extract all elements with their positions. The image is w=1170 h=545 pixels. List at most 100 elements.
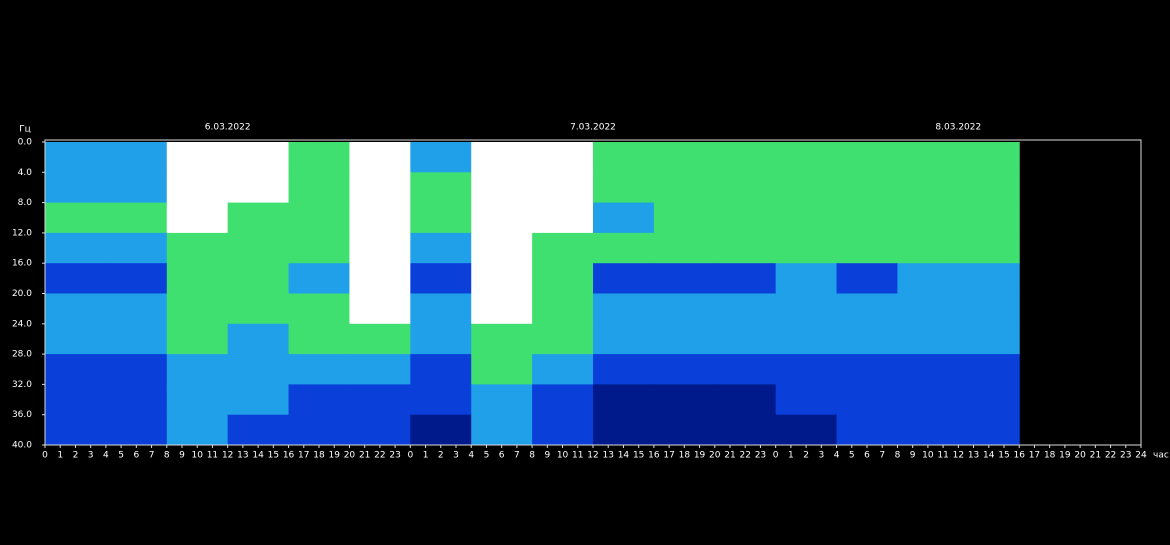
heat-cell [105, 293, 168, 325]
heat-cell [958, 354, 1020, 385]
heat-cell [45, 263, 107, 294]
heat-cell [897, 293, 959, 325]
x-tick-label: 7 [879, 451, 885, 461]
x-tick-label: 16 [1013, 451, 1025, 461]
x-tick-label: 4 [834, 451, 840, 461]
heat-cell [593, 202, 655, 234]
heat-cell [288, 232, 350, 264]
y-axis-label: Гц [19, 125, 31, 135]
y-tick-label: 20.0 [12, 289, 32, 299]
heat-cell [471, 384, 533, 416]
heat-cell [410, 293, 472, 325]
heat-cell [836, 142, 898, 173]
heat-cell [836, 232, 898, 264]
heat-cell [349, 142, 411, 173]
heat-cell [532, 414, 594, 446]
heat-cell [288, 142, 350, 173]
heat-cell [775, 232, 838, 264]
x-tick-label: 14 [618, 451, 630, 461]
heat-cell [288, 263, 350, 294]
heat-cell [349, 172, 411, 204]
x-tick-label: 0 [773, 451, 779, 461]
x-tick-label: 11 [572, 451, 583, 461]
heat-cell [958, 263, 1020, 294]
x-tick-label: 1 [423, 451, 429, 461]
heat-cell [166, 172, 229, 204]
x-tick-label: 6 [499, 451, 505, 461]
heat-cell [227, 202, 290, 234]
x-tick-label: 23 [1120, 451, 1131, 461]
heat-cell [410, 384, 472, 416]
heat-cell [227, 263, 290, 294]
x-tick-label: 23 [755, 451, 766, 461]
heat-cell [714, 202, 777, 234]
x-tick-label: 14 [252, 451, 264, 461]
heat-cell [532, 323, 594, 355]
y-tick-label: 12.0 [12, 228, 32, 238]
x-tick-label: 4 [468, 451, 474, 461]
y-tick-label: 24.0 [12, 319, 32, 329]
heat-cell [958, 414, 1020, 446]
heat-cell [653, 384, 716, 416]
heat-cell [227, 414, 290, 446]
x-tick-label: 3 [88, 451, 94, 461]
x-tick-label: 5 [118, 451, 124, 461]
y-tick-label: 28.0 [12, 350, 32, 360]
heat-cell [471, 323, 533, 355]
heat-cell [349, 323, 411, 355]
heat-cell [897, 384, 959, 416]
x-tick-label: 10 [557, 451, 569, 461]
x-tick-label: 12 [953, 451, 964, 461]
heat-cell [166, 354, 229, 385]
heat-cell [593, 172, 655, 204]
x-tick-label: 15 [633, 451, 644, 461]
heat-cell [775, 384, 838, 416]
x-axis-label: час [1153, 451, 1169, 461]
x-tick-label: 0 [42, 451, 48, 461]
heat-cell [714, 293, 777, 325]
heat-cell [775, 323, 838, 355]
heat-cell [410, 414, 472, 446]
heat-cell [288, 384, 350, 416]
heat-cell [349, 414, 411, 446]
heat-cell [410, 232, 472, 264]
heat-cell [836, 202, 898, 234]
x-tick-label: 2 [73, 451, 79, 461]
heat-cell [714, 323, 777, 355]
heat-cell [775, 293, 838, 325]
heat-cell [471, 354, 533, 385]
heat-cell [775, 202, 838, 234]
x-tick-label: 9 [910, 451, 916, 461]
x-tick-label: 21 [1090, 451, 1101, 461]
x-tick-label: 12 [587, 451, 598, 461]
x-tick-label: 16 [283, 451, 295, 461]
heat-cell [593, 142, 655, 173]
heat-cell [775, 414, 838, 446]
x-tick-label: 4 [103, 451, 109, 461]
heat-cell [166, 323, 229, 355]
heat-cell [775, 263, 838, 294]
x-tick-label: 15 [998, 451, 1009, 461]
heat-cell [349, 202, 411, 234]
heat-cell [471, 232, 533, 264]
heat-cell [897, 232, 959, 264]
heat-cell [714, 354, 777, 385]
heat-cell [105, 232, 168, 264]
heat-cell [836, 293, 898, 325]
heat-cell [593, 293, 655, 325]
heat-cell [897, 354, 959, 385]
x-tick-label: 17 [1029, 451, 1040, 461]
x-tick-label: 8 [895, 451, 901, 461]
x-tick-label: 22 [1105, 451, 1116, 461]
heat-cell [45, 232, 107, 264]
heat-cell [166, 263, 229, 294]
heat-cell [288, 323, 350, 355]
x-tick-label: 18 [1044, 451, 1056, 461]
heat-cell [349, 263, 411, 294]
heat-cell [714, 414, 777, 446]
y-tick-label: 32.0 [12, 380, 32, 390]
y-tick-label: 8.0 [18, 198, 33, 208]
x-tick-label: 8 [529, 451, 535, 461]
x-tick-label: 8 [164, 451, 170, 461]
